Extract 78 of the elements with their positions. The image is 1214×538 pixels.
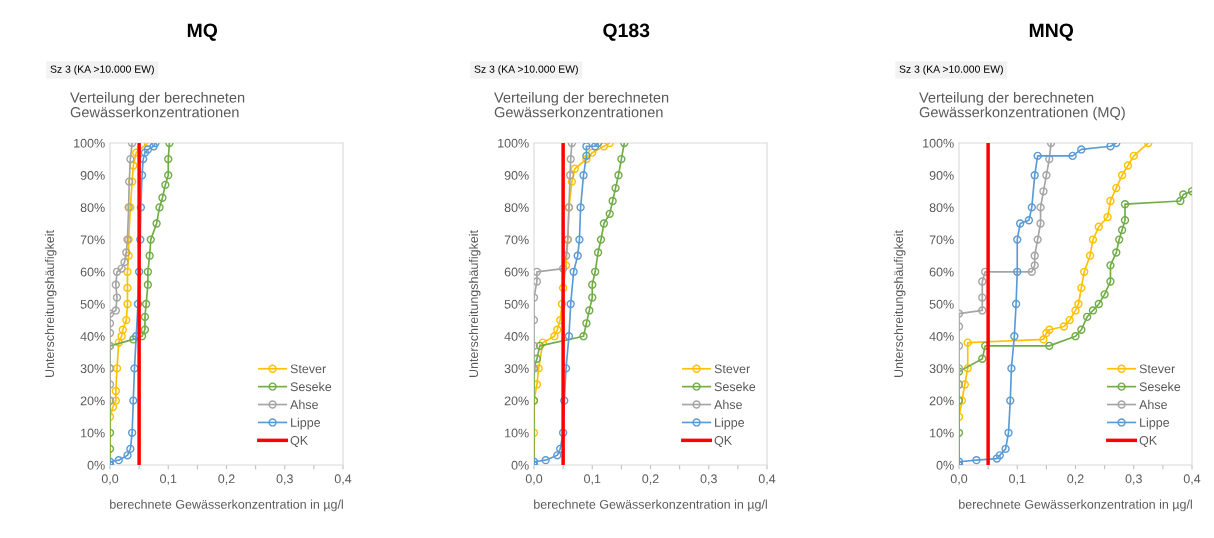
y-tick-label: 80%: [504, 203, 529, 213]
legend-label: Stever: [714, 364, 750, 374]
legend-label: Seseke: [1139, 381, 1181, 392]
y-tick-label: 30%: [504, 364, 529, 374]
y-tick-label: 10%: [930, 428, 954, 438]
y-tick-label: 100%: [498, 138, 529, 148]
x-axis-title: berechnete Gewässerkonzentration in µg/l: [959, 499, 1192, 512]
x-tick-label: 0,3: [276, 474, 293, 485]
y-axis-title: Unterschreitungshäufigkeit: [44, 230, 57, 378]
y-tick-label: 60%: [504, 267, 529, 277]
x-tick-label: 0,3: [1125, 474, 1142, 485]
y-tick-label: 40%: [504, 332, 529, 341]
y-tick-label: 40%: [80, 332, 105, 341]
legend-label: Lippe: [291, 417, 321, 430]
legend-label: Lippe: [715, 417, 745, 430]
y-tick-label: 10%: [505, 428, 529, 438]
x-tick-label: 0,2: [642, 474, 659, 485]
y-tick-label: 0%: [87, 460, 105, 470]
x-tick-label: 0,4: [758, 474, 776, 485]
legend-label: QK: [290, 435, 308, 448]
legend-label: QK: [1139, 435, 1157, 448]
y-tick-label: 20%: [504, 396, 529, 406]
text: Verteilung der berechneten Gewässerkonzentrationen: [494, 92, 669, 118]
legend-label: Lippe: [1140, 417, 1170, 430]
y-tick-label: 80%: [929, 203, 954, 213]
chart-subtitle: Sz 3 (KA >10.000 EW): [899, 65, 1003, 75]
y-tick-label: 70%: [504, 235, 529, 245]
y-tick-label: 30%: [80, 364, 105, 374]
x-tick-label: 0,0: [101, 474, 119, 485]
x-tick-label: 0,3: [700, 474, 717, 485]
y-tick-label: 90%: [929, 171, 954, 180]
chart-title: MNQ: [1029, 23, 1074, 41]
y-tick-label: 50%: [80, 299, 105, 309]
x-tick-label: 0,0: [950, 474, 968, 485]
y-tick-label: 80%: [80, 203, 105, 213]
legend-label: Ahse: [714, 399, 742, 410]
y-tick-label: 50%: [929, 299, 954, 309]
y-tick-label: 60%: [80, 267, 105, 277]
legend-label: QK: [714, 435, 732, 448]
y-tick-label: 100%: [923, 138, 954, 148]
y-tick-label: 70%: [929, 235, 954, 245]
chart-subtitle: Sz 3 (KA >10.000 EW): [50, 65, 154, 75]
y-tick-label: 40%: [929, 332, 954, 341]
legend-label: Ahse: [1139, 399, 1167, 410]
legend-label: Stever: [290, 364, 326, 374]
y-tick-label: 90%: [504, 171, 529, 180]
y-tick-label: 30%: [929, 364, 954, 374]
y-tick-label: 70%: [80, 235, 105, 245]
x-tick-label: 0,4: [1183, 474, 1201, 485]
legend-label: Ahse: [290, 399, 318, 410]
text: Verteilung der berechneten Gewässerkonzentrationen (MQ): [919, 92, 1125, 121]
y-tick-label: 0%: [511, 460, 529, 470]
y-tick-label: 0%: [936, 460, 954, 470]
x-tick-label: 0,1: [584, 474, 601, 485]
y-tick-label: 20%: [929, 396, 954, 406]
chart-subtitle: Sz 3 (KA >10.000 EW): [474, 65, 578, 75]
chart-title: Q183: [603, 23, 650, 41]
x-tick-label: 0,1: [160, 474, 177, 485]
y-tick-label: 90%: [80, 171, 105, 180]
y-axis-title: Unterschreitungshäufigkeit: [893, 230, 906, 378]
x-axis-title: berechnete Gewässerkonzentration in µg/l: [534, 499, 767, 512]
x-tick-label: 0,2: [1067, 474, 1084, 485]
x-tick-label: 0,2: [218, 474, 235, 485]
x-tick-label: 0,4: [334, 474, 352, 485]
x-tick-label: 0,0: [525, 474, 543, 485]
legend-label: Stever: [1139, 364, 1175, 374]
chart-title: MQ: [187, 23, 218, 41]
y-tick-label: 10%: [81, 428, 105, 438]
legend-label: Seseke: [714, 381, 756, 392]
y-tick-label: 60%: [929, 267, 954, 277]
y-tick-label: 50%: [504, 299, 529, 309]
y-axis-title: Unterschreitungshäufigkeit: [468, 230, 481, 378]
x-axis-title: berechnete Gewässerkonzentration in µg/l: [110, 499, 343, 512]
y-tick-label: 100%: [74, 138, 105, 148]
text: Verteilung der berechneten Gewässerkonzentrationen: [70, 92, 245, 118]
y-tick-label: 20%: [80, 396, 105, 406]
legend-label: Seseke: [290, 381, 332, 392]
x-tick-label: 0,1: [1009, 474, 1026, 485]
